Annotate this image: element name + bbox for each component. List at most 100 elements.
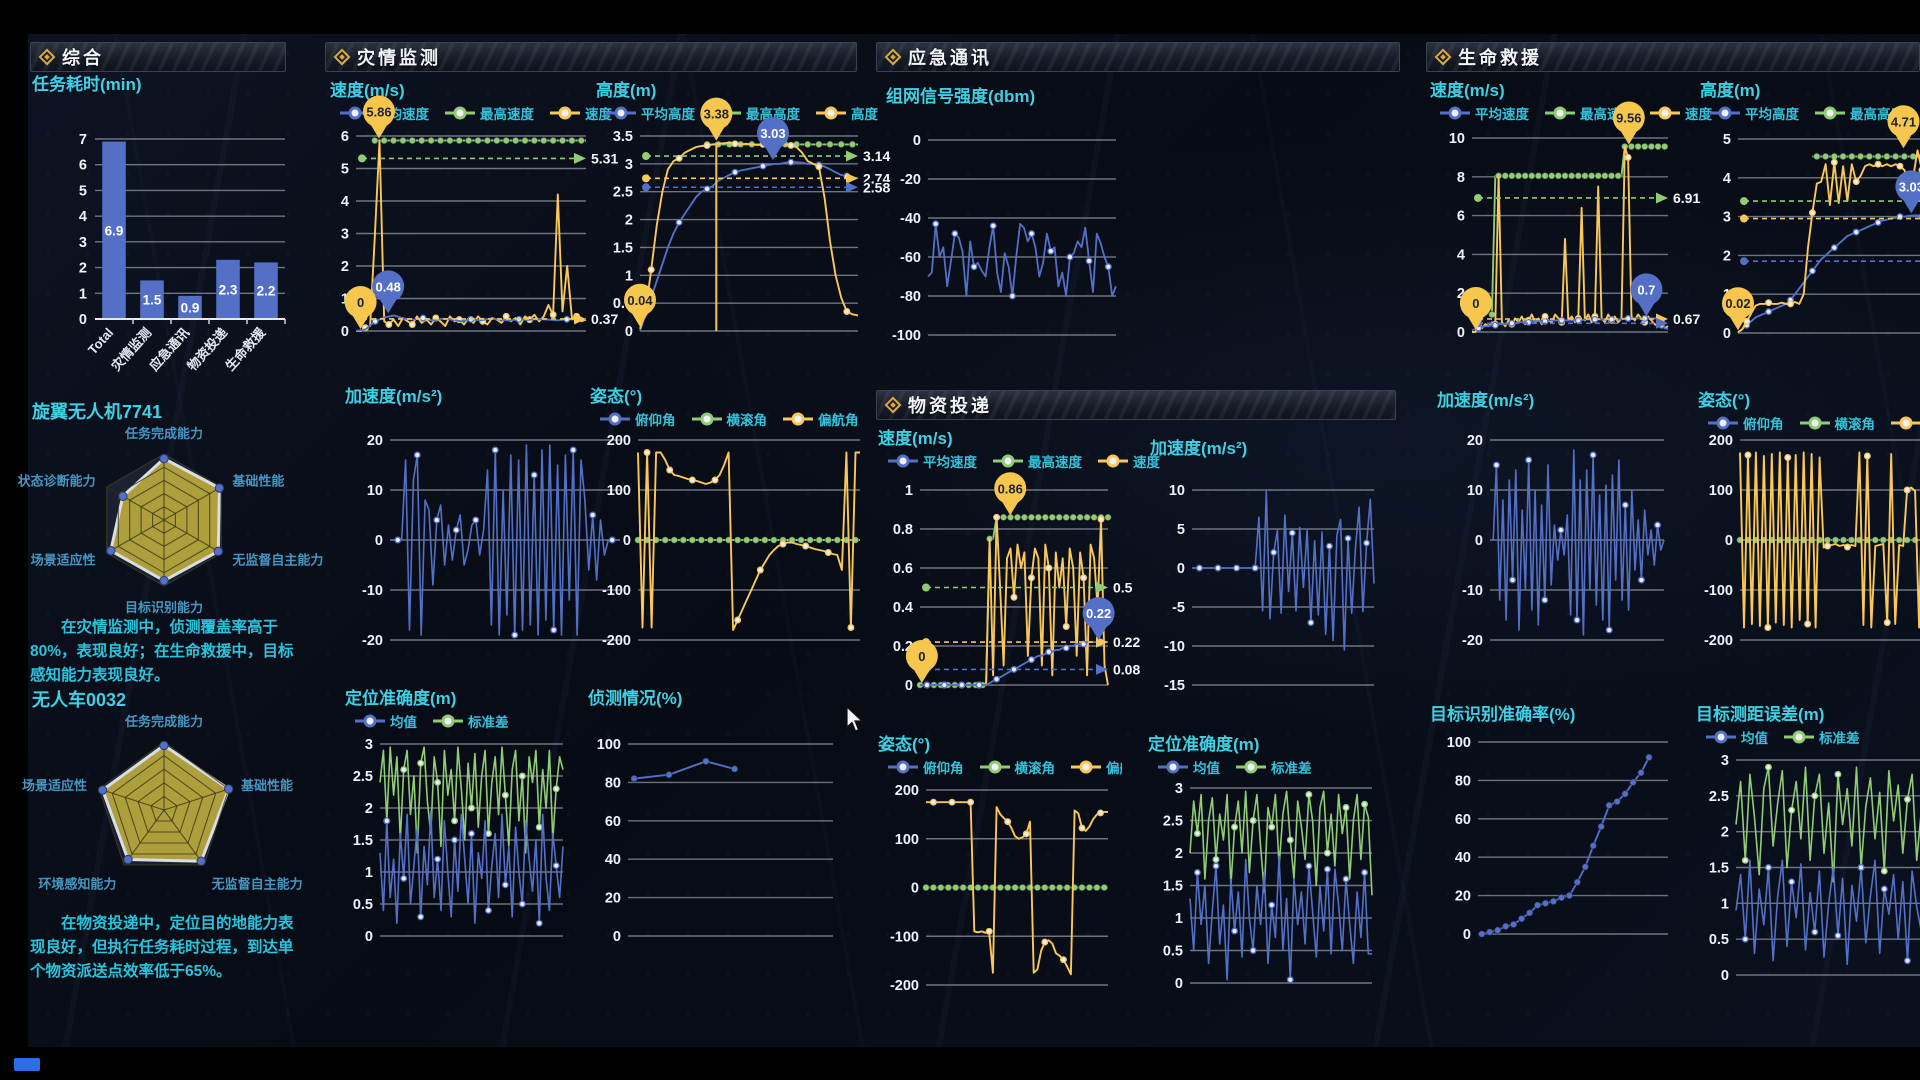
svg-text:10: 10 — [1467, 483, 1483, 499]
svg-text:0.5: 0.5 — [1709, 932, 1729, 948]
svg-text:3.5: 3.5 — [613, 129, 633, 145]
svg-text:环境感知能力: 环境感知能力 — [38, 877, 116, 892]
svg-text:40: 40 — [605, 852, 621, 868]
chart-disaster-speed: 速度(m/s)平均速度最高速度速度01234565.310.375.860.48… — [330, 76, 652, 351]
svg-text:0: 0 — [613, 929, 621, 945]
panel-header-comm: 应急通讯 — [876, 42, 1400, 72]
svg-text:8: 8 — [1457, 170, 1465, 186]
svg-text:200: 200 — [1709, 433, 1733, 449]
svg-text:2: 2 — [1175, 846, 1183, 862]
panel-header-disaster: 灾情监测 — [325, 42, 857, 72]
diamond-icon — [884, 396, 902, 414]
svg-text:3: 3 — [341, 227, 349, 243]
svg-text:0: 0 — [1475, 533, 1483, 549]
chart-rescue-speed: 速度(m/s) 平均速度 最高速度 速度 0 2 4 6 8 10 6.91 0.67 9.56 0.7 0 — [1430, 76, 1730, 349]
panel-title: 物资投递 — [908, 396, 992, 416]
svg-text:100: 100 — [1709, 483, 1733, 499]
c-zq-pos-plot: 0 0.5 1 1.5 2 2.5 3 — [353, 737, 564, 945]
diamond-icon — [38, 48, 56, 66]
svg-text:1: 1 — [625, 268, 633, 284]
legend-item: 横滚角 — [979, 757, 1055, 777]
c-comm-plot: -100 -80 -60 -40 -20 0 — [892, 133, 1117, 344]
c-wz-pos-plot: 0 0.5 1 1.5 2 2.5 3 — [1163, 781, 1373, 992]
c-wz-speed-plot: 00.20.40.60.810.50.220.080.860.220 — [893, 472, 1142, 694]
c-sm-range-title: 目标测距误差(m) — [1696, 705, 1825, 724]
svg-text:-40: -40 — [900, 211, 921, 227]
c-zq-acc-title: 加速度(m/s²) — [345, 387, 443, 406]
svg-text:1: 1 — [365, 865, 373, 881]
svg-text:2: 2 — [1723, 248, 1731, 264]
svg-text:3.03: 3.03 — [1899, 179, 1920, 194]
taskbar-chip — [14, 1058, 40, 1071]
svg-text:3: 3 — [625, 157, 633, 173]
legend-item: 速度 — [1650, 103, 1712, 123]
diamond-icon — [884, 48, 902, 66]
svg-text:Total: Total — [85, 325, 116, 357]
c-bar-title: 任务耗时(min) — [32, 75, 142, 94]
svg-text:2.2: 2.2 — [257, 284, 276, 299]
svg-text:0.4: 0.4 — [893, 600, 913, 616]
svg-text:场景适应性: 场景适应性 — [22, 778, 87, 793]
svg-text:0: 0 — [1463, 927, 1471, 943]
svg-text:0: 0 — [625, 324, 633, 340]
svg-text:基础性能: 基础性能 — [231, 474, 284, 489]
svg-text:2: 2 — [365, 801, 373, 817]
svg-text:6: 6 — [341, 129, 349, 145]
svg-text:3: 3 — [1723, 210, 1731, 226]
c-zq-pos-legend: 均值 标准差 — [355, 710, 575, 732]
svg-text:基础性能: 基础性能 — [240, 778, 293, 793]
chart-disaster-acceleration: 加速度(m/s²) -20 -10 0 10 20 — [345, 382, 645, 658]
svg-text:5: 5 — [1723, 132, 1731, 148]
c-wz-pos-legend: 均值 标准差 — [1158, 756, 1388, 778]
svg-text:60: 60 — [605, 814, 621, 830]
c-sm-height-title: 高度(m) — [1700, 81, 1761, 100]
svg-text:-10: -10 — [1164, 639, 1185, 655]
chart-delivery-speed: 速度(m/s) 平均速度 最高速度 速度 0 0.2 0.4 0.6 0.8 1 0.5 0.22 0.… — [878, 424, 1170, 698]
svg-text:20: 20 — [605, 891, 621, 907]
legend-item: 速度 — [1098, 451, 1160, 471]
chart-target-range-error: 目标测距误差(m) 均值 标准差 0 0.5 1 1.5 2 2.5 3 — [1696, 700, 1920, 984]
svg-text:4: 4 — [1723, 171, 1731, 187]
svg-text:1.5: 1.5 — [613, 240, 633, 256]
disaster-summary-text: 在灾情监测中，侦测覆盖率高于80%，表现良好；在生命救援中，目标感知能力表现良好… — [30, 619, 294, 685]
svg-text:-100: -100 — [892, 328, 921, 344]
svg-text:0: 0 — [623, 533, 631, 549]
svg-text:0: 0 — [365, 929, 373, 945]
svg-text:3: 3 — [365, 737, 373, 753]
svg-text:100: 100 — [1447, 735, 1471, 751]
svg-text:4: 4 — [1457, 247, 1465, 263]
svg-text:-100: -100 — [890, 929, 919, 945]
svg-text:-200: -200 — [1704, 633, 1733, 649]
c-zq-height-plot: 00.511.522.533.53.142.742.583.383.030.04 — [613, 97, 892, 340]
legend-item: 均值 — [1158, 757, 1220, 777]
legend-item: 标准差 — [1236, 757, 1312, 777]
c-sm-range-legend: 均值 标准差 — [1706, 726, 1920, 748]
legend-item: 偏航角 — [783, 409, 859, 429]
svg-text:0: 0 — [79, 312, 87, 328]
c-wz-speed-title: 速度(m/s) — [878, 429, 953, 448]
panel-title: 灾情监测 — [357, 48, 441, 68]
svg-text:20: 20 — [1455, 889, 1471, 905]
legend-item: 偏航角 — [1891, 413, 1920, 433]
chart-target-recognition: 目标识别准确率(%) 0 20 40 60 80 100 — [1430, 700, 1680, 956]
svg-text:3: 3 — [1721, 753, 1729, 769]
c-sm-recog-title: 目标识别准确率(%) — [1430, 705, 1576, 724]
svg-text:60: 60 — [1455, 812, 1471, 828]
svg-text:2: 2 — [79, 261, 87, 277]
c-sm-att-title: 姿态(°) — [1698, 391, 1751, 410]
svg-text:0: 0 — [913, 133, 921, 149]
c-sm-recog-plot: 0 20 40 60 80 100 — [1447, 735, 1668, 943]
svg-text:6: 6 — [79, 158, 87, 174]
svg-text:3.03: 3.03 — [760, 126, 785, 141]
svg-text:2.58: 2.58 — [863, 179, 890, 195]
svg-text:2.5: 2.5 — [353, 769, 373, 785]
c-wz-att-title: 姿态(°) — [878, 735, 931, 754]
svg-text:0.9: 0.9 — [181, 300, 200, 315]
c-zq-detect-plot: 0 20 40 60 80 100 — [597, 737, 833, 945]
svg-text:1: 1 — [79, 286, 87, 302]
svg-text:100: 100 — [607, 483, 631, 499]
c-zq-att-title: 姿态(°) — [590, 387, 643, 406]
